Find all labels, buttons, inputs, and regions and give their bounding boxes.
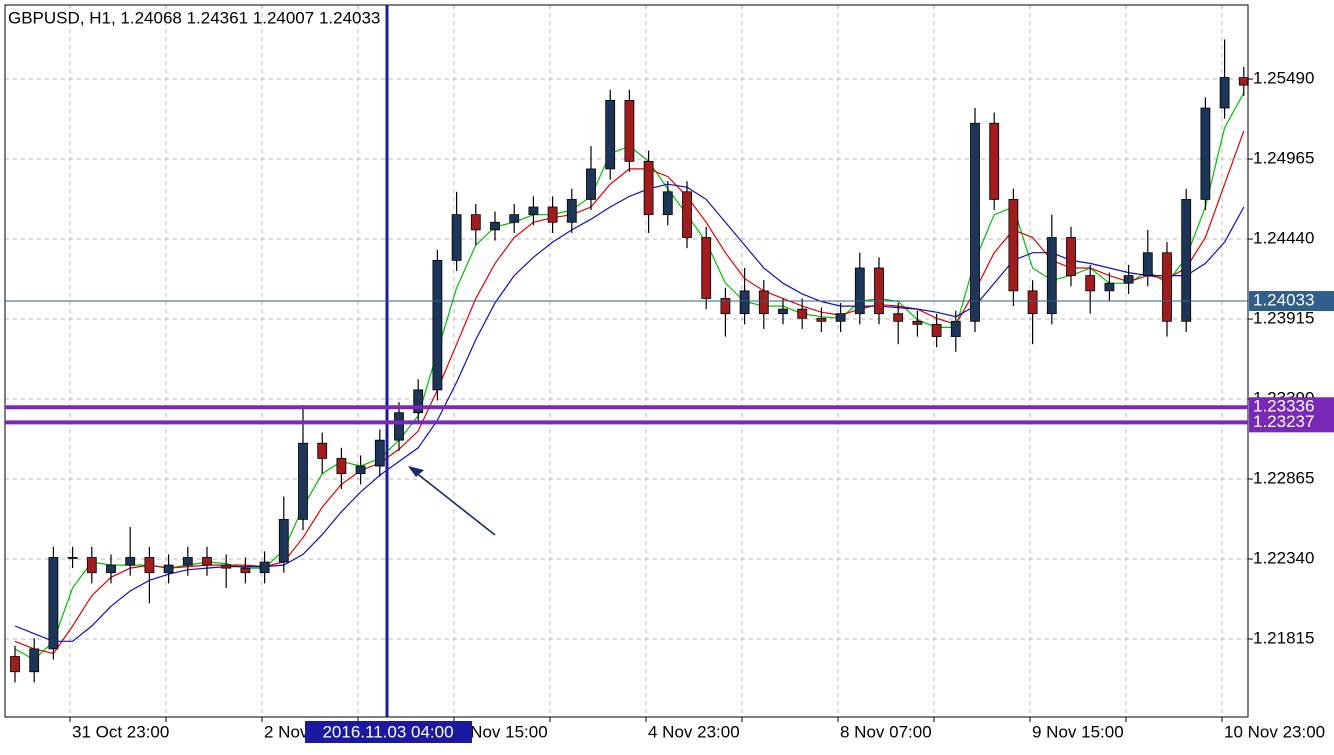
candle-body bbox=[240, 567, 251, 574]
candle-body bbox=[182, 557, 193, 566]
x-tick-label: 4 Nov 23:00 bbox=[648, 722, 740, 741]
moving-average bbox=[14, 183, 1245, 642]
candle-body bbox=[1181, 199, 1192, 322]
candle-body bbox=[528, 206, 539, 216]
candle-body bbox=[298, 442, 308, 520]
candle-body bbox=[758, 290, 769, 315]
level-label: 1.23336 bbox=[1253, 397, 1314, 416]
plot-border bbox=[4, 4, 1249, 718]
candle-body bbox=[662, 191, 673, 216]
plot-layer bbox=[5, 39, 1249, 683]
candle-body bbox=[413, 389, 424, 414]
candle-body bbox=[835, 313, 846, 322]
candle-body bbox=[643, 160, 654, 216]
candle-body bbox=[48, 557, 59, 650]
candle-body bbox=[202, 557, 212, 566]
candle-body bbox=[547, 206, 558, 223]
candle-body bbox=[778, 308, 788, 315]
candle-body bbox=[950, 320, 961, 337]
candle-body bbox=[432, 259, 443, 391]
candle-body bbox=[1162, 252, 1172, 322]
candle-body bbox=[931, 323, 942, 337]
candle-body bbox=[163, 564, 174, 574]
candle-body bbox=[854, 267, 865, 315]
candle-body bbox=[720, 298, 731, 315]
candle-body bbox=[259, 561, 270, 574]
candle-body bbox=[912, 320, 923, 325]
candle-body bbox=[1219, 77, 1230, 109]
arrow bbox=[409, 467, 496, 536]
candle-body bbox=[1200, 107, 1211, 200]
x-tick-label: 8 Nov 07:00 bbox=[840, 722, 932, 741]
y-tick-label: 1.22340 bbox=[1253, 548, 1314, 567]
candle-body bbox=[1008, 199, 1019, 292]
arrow-head bbox=[408, 466, 424, 477]
candle-body bbox=[317, 442, 328, 459]
x-tick-label: 3 Nov 15:00 bbox=[456, 722, 548, 741]
candle-body bbox=[816, 317, 827, 322]
level-label-box bbox=[1249, 397, 1334, 418]
candle-body bbox=[490, 221, 500, 231]
candle-body bbox=[451, 214, 462, 261]
candle-body bbox=[893, 313, 904, 322]
candle-body bbox=[509, 214, 520, 223]
candle-body bbox=[394, 412, 404, 441]
y-tick-label: 1.24440 bbox=[1253, 229, 1314, 248]
candle-body bbox=[106, 564, 116, 574]
candle-body bbox=[797, 308, 808, 319]
candle-body bbox=[874, 267, 884, 315]
candle-body bbox=[221, 564, 232, 569]
x-tick-label: 10 Nov 23:00 bbox=[1224, 722, 1325, 741]
candle-body bbox=[701, 237, 712, 299]
candle-body bbox=[67, 557, 78, 559]
y-tick-label: 1.22865 bbox=[1253, 468, 1314, 487]
candle-body bbox=[1066, 237, 1076, 276]
candle-body bbox=[86, 557, 97, 574]
candle-body bbox=[989, 122, 1000, 200]
y-tick-label: 1.24965 bbox=[1253, 149, 1314, 168]
candle-body bbox=[374, 439, 385, 467]
chart-title: GBPUSD, H1, 1.24068 1.24361 1.24007 1.24… bbox=[8, 8, 380, 27]
candle-body bbox=[739, 290, 750, 315]
x-tick-label: 9 Nov 15:00 bbox=[1032, 722, 1124, 741]
candle-body bbox=[682, 191, 692, 238]
candle-body bbox=[1085, 275, 1096, 292]
level-label: 1.24033 bbox=[1253, 291, 1314, 310]
candle-body bbox=[566, 199, 577, 223]
y-tick-label: 1.23915 bbox=[1253, 309, 1314, 328]
candle-body bbox=[29, 648, 40, 673]
candle-body bbox=[1238, 77, 1249, 86]
candle-body bbox=[1123, 275, 1134, 284]
candle-body bbox=[470, 214, 481, 231]
candle-body bbox=[586, 168, 596, 200]
crosshair-label-box bbox=[305, 721, 472, 743]
candle-body bbox=[278, 518, 289, 563]
candle-body bbox=[336, 458, 347, 475]
level-label: 1.23237 bbox=[1253, 412, 1314, 431]
candle-body bbox=[1046, 237, 1057, 315]
candle-body bbox=[125, 557, 136, 566]
y-tick-label: 1.21815 bbox=[1253, 628, 1314, 647]
candle-body bbox=[1142, 252, 1153, 276]
candle-body bbox=[355, 465, 366, 475]
candle-body bbox=[1027, 290, 1038, 315]
candle-body bbox=[624, 99, 635, 162]
candle-body bbox=[10, 656, 20, 673]
level-label-box bbox=[1249, 291, 1334, 312]
vertical-grid bbox=[69, 5, 1223, 722]
level-label-box bbox=[1249, 412, 1334, 433]
y-tick-label: 1.25490 bbox=[1253, 69, 1314, 88]
candle-body bbox=[144, 557, 155, 574]
candle-body bbox=[1104, 282, 1115, 292]
candle-body bbox=[605, 99, 616, 170]
crosshair-label: 2016.11.03 04:00 bbox=[322, 722, 453, 741]
candle-body bbox=[970, 122, 980, 322]
x-tick-label: 31 Oct 23:00 bbox=[72, 722, 169, 741]
